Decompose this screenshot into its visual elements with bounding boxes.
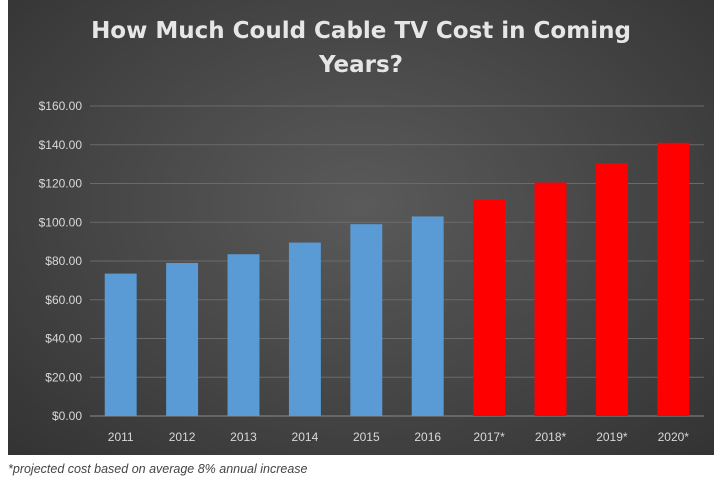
bar [534,182,567,416]
x-tick-label: 2011 [108,430,134,444]
x-tick-label: 2020* [658,430,690,444]
y-tick-label: $40.00 [45,332,82,346]
chart-title: How Much Could Cable TV Cost in Coming Y… [8,14,714,82]
bar-chart: $0.00 $20.00 $40.00 $60.00 $80.00 $100.00 $120… [39,99,704,444]
x-tick-label: 2017* [473,430,505,444]
bar [473,199,506,416]
x-tick-label: 2016 [414,430,441,444]
bar [166,262,199,416]
x-tick-label: 2012 [169,430,196,444]
x-tick-label: 2014 [292,430,319,444]
bar [104,273,137,416]
bar [595,163,628,416]
y-tick-label: $80.00 [45,254,82,268]
y-tick-label: $20.00 [45,370,82,384]
bar [227,254,260,416]
y-tick-label: $0.00 [52,409,82,423]
bar [657,142,690,416]
x-tick-label: 2013 [230,430,257,444]
bar [350,224,383,416]
chart-title-line-1: How Much Could Cable TV Cost in Coming [91,18,631,44]
x-tick-label: 2015 [353,430,380,444]
bar [411,216,444,416]
bar [288,242,321,416]
x-tick-label: 2018* [535,430,567,444]
y-tick-label: $60.00 [45,293,82,307]
chart-title-line-2: Years? [318,52,404,78]
y-tick-label: $140.00 [39,138,83,152]
y-tick-label: $100.00 [39,215,83,229]
footnote: *projected cost based on average 8% annu… [8,462,308,476]
y-tick-label: $160.00 [39,99,83,113]
x-tick-label: 2019* [596,430,628,444]
chart-panel: How Much Could Cable TV Cost in Coming Y… [8,0,714,455]
y-tick-label: $120.00 [39,177,83,191]
